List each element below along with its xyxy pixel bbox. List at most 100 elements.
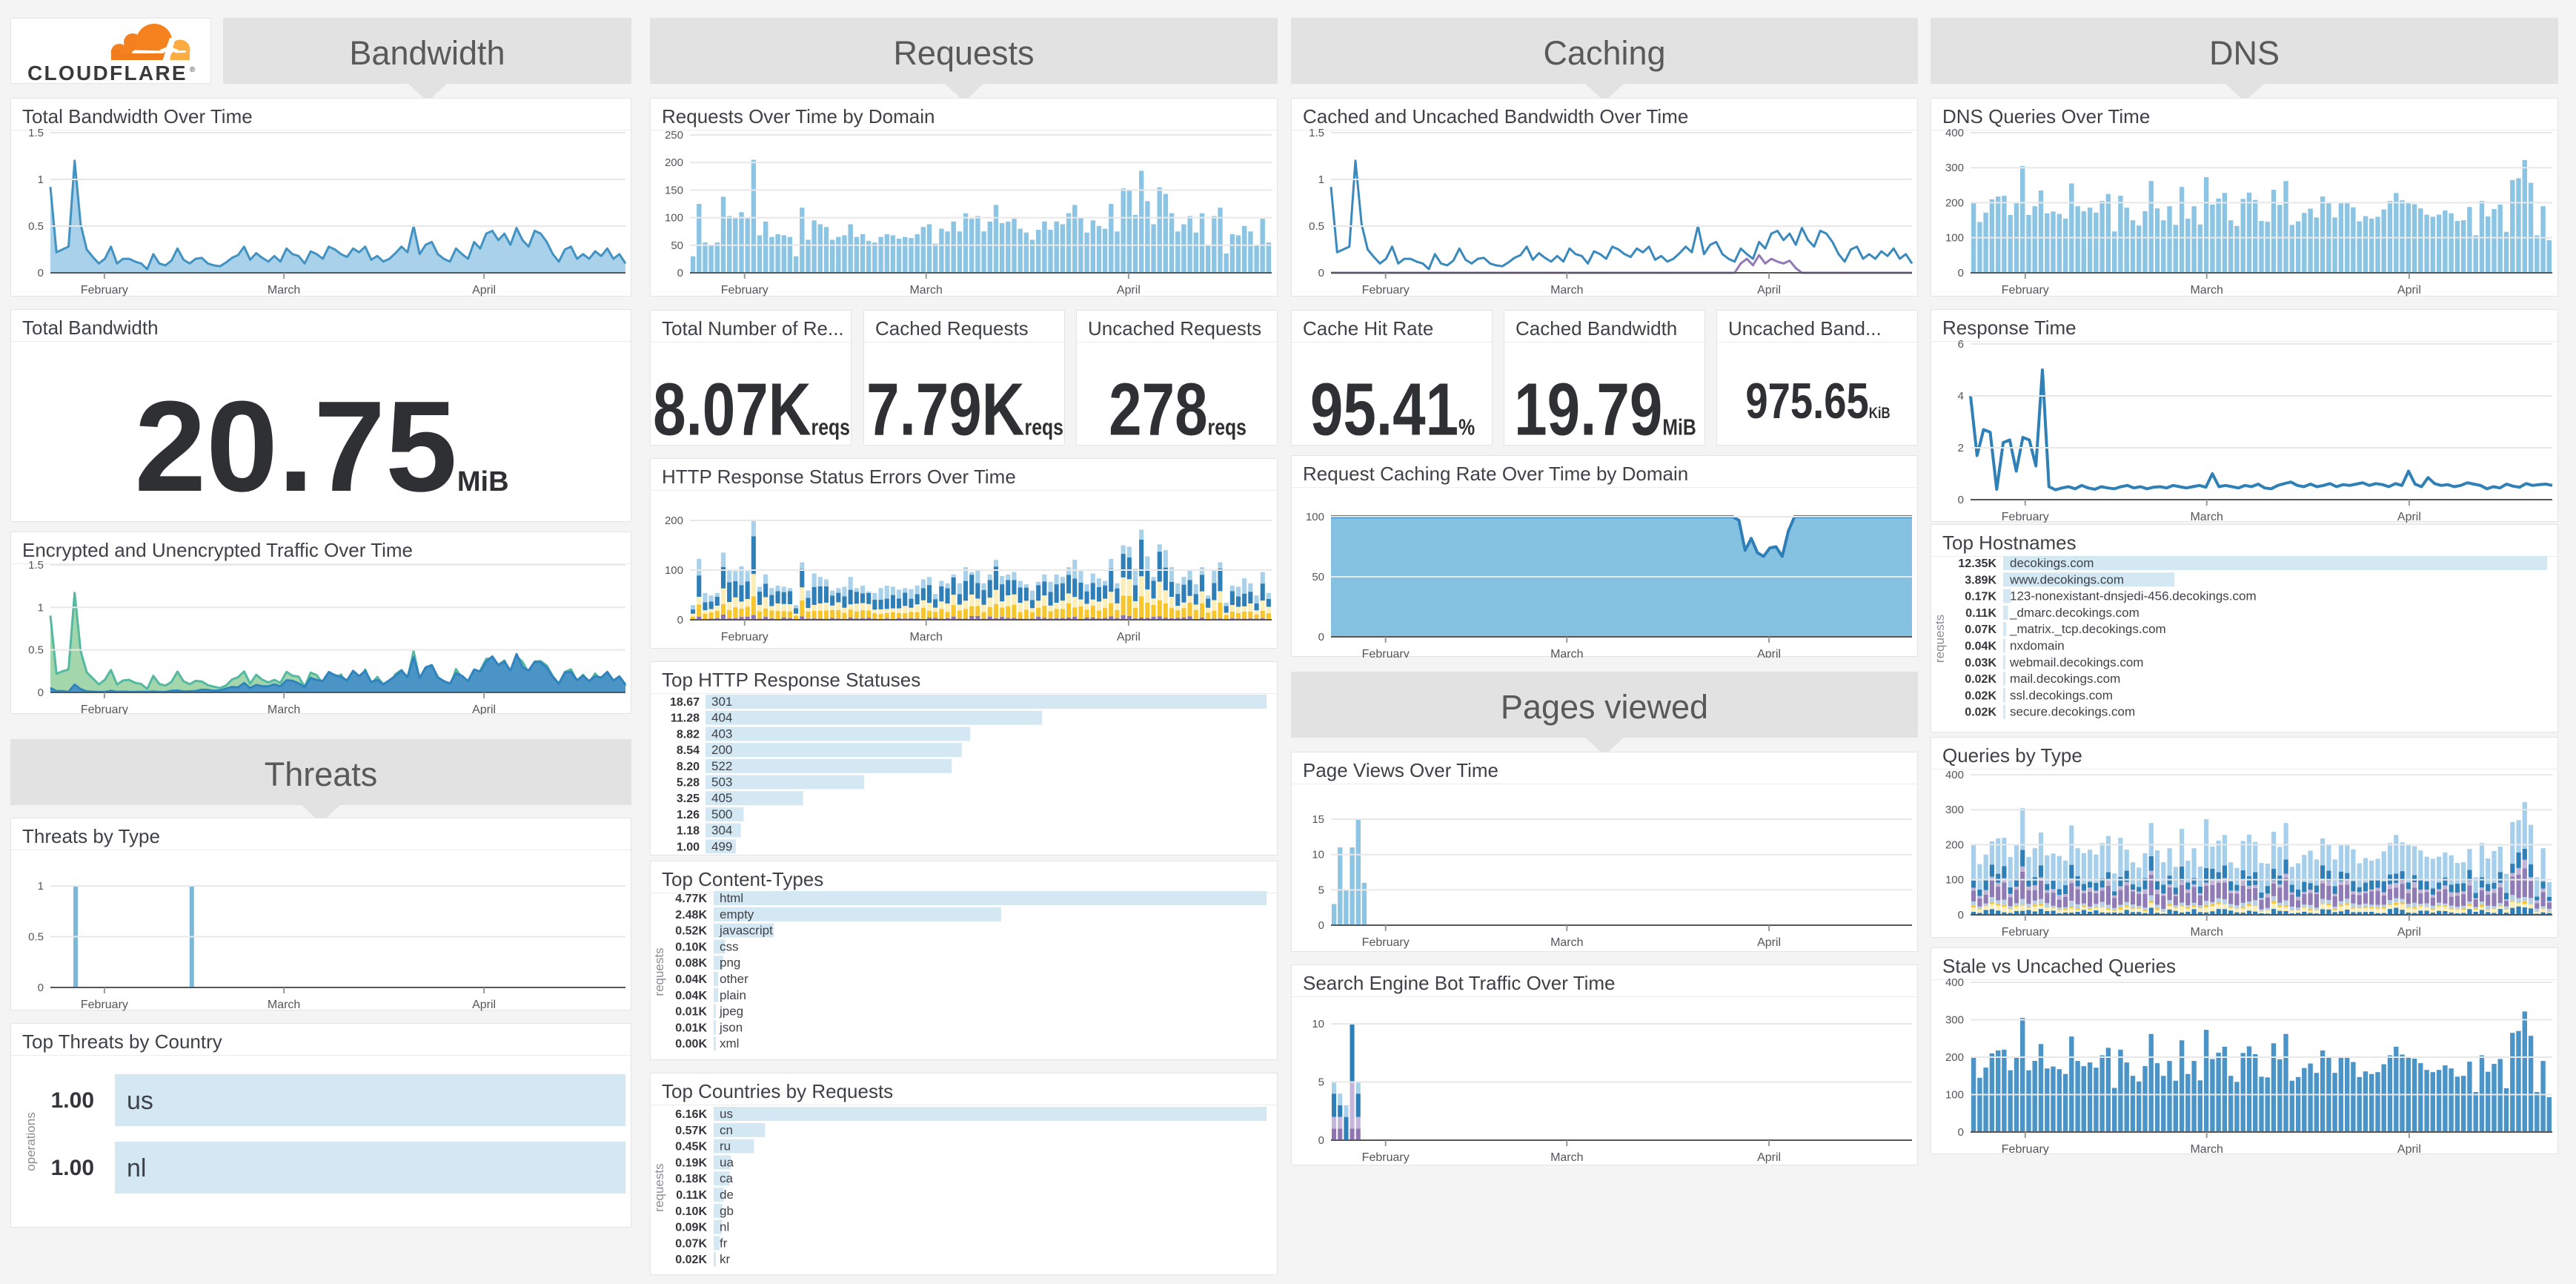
- svg-text:de: de: [720, 1188, 734, 1202]
- svg-text:0.11K: 0.11K: [676, 1189, 707, 1202]
- svg-text:8.54: 8.54: [677, 744, 700, 757]
- svg-text:1.5: 1.5: [28, 127, 44, 139]
- svg-text:0: 0: [38, 267, 44, 279]
- svg-text:1.18: 1.18: [677, 825, 700, 838]
- svg-text:0.19K: 0.19K: [675, 1156, 707, 1169]
- svg-text:March: March: [909, 284, 942, 297]
- svg-text:April: April: [2397, 926, 2421, 939]
- svg-text:css: css: [720, 939, 739, 953]
- svg-text:300: 300: [1945, 804, 1964, 816]
- svg-text:April: April: [472, 999, 496, 1011]
- svg-text:other: other: [720, 972, 748, 986]
- svg-text:April: April: [2397, 1143, 2421, 1155]
- svg-text:0.5: 0.5: [28, 931, 44, 944]
- svg-text:ssl.decokings.com: ssl.decokings.com: [2010, 688, 2113, 702]
- svg-text:400: 400: [1945, 976, 1964, 989]
- svg-text:0.18K: 0.18K: [675, 1173, 707, 1185]
- svg-text:0: 0: [1318, 1134, 1324, 1147]
- svg-text:404: 404: [711, 711, 732, 725]
- svg-text:18.67: 18.67: [670, 696, 700, 709]
- svg-text:19.79MiB: 19.79MiB: [1514, 368, 1696, 446]
- svg-text:April: April: [2397, 284, 2421, 297]
- svg-text:5: 5: [1318, 884, 1324, 896]
- svg-text:1.00: 1.00: [51, 1088, 94, 1113]
- svg-text:nxdomain: nxdomain: [2010, 639, 2065, 653]
- svg-text:0.11K: 0.11K: [1965, 607, 1996, 620]
- svg-text:April: April: [1117, 284, 1141, 297]
- svg-text:fr: fr: [720, 1236, 728, 1250]
- svg-text:200: 200: [711, 743, 732, 757]
- svg-text:8.20: 8.20: [677, 761, 700, 773]
- svg-text:3.25: 3.25: [677, 792, 700, 805]
- svg-text:0.02K: 0.02K: [1965, 706, 1996, 719]
- svg-text:0.07K: 0.07K: [1965, 623, 1996, 636]
- svg-text:4: 4: [1958, 390, 1964, 403]
- svg-text:February: February: [81, 284, 128, 297]
- svg-text:February: February: [1362, 936, 1410, 949]
- svg-text:March: March: [1550, 648, 1583, 658]
- svg-text:javascript: javascript: [719, 924, 773, 938]
- svg-text:February: February: [1362, 648, 1410, 658]
- svg-text:200: 200: [665, 156, 683, 169]
- svg-text:jpeg: jpeg: [719, 1005, 743, 1019]
- svg-text:0.04K: 0.04K: [675, 973, 707, 986]
- svg-text:100: 100: [1945, 1089, 1964, 1102]
- svg-text:April: April: [2397, 511, 2421, 523]
- svg-text:0.03K: 0.03K: [1965, 657, 1996, 669]
- svg-text:200: 200: [1945, 196, 1964, 209]
- svg-text:0.02K: 0.02K: [1965, 689, 1996, 702]
- svg-text:4.77K: 4.77K: [675, 893, 707, 905]
- svg-text:nl: nl: [127, 1154, 146, 1182]
- svg-text:5.28: 5.28: [677, 777, 700, 790]
- svg-text:1.00: 1.00: [677, 841, 700, 853]
- svg-text:April: April: [472, 284, 496, 297]
- svg-text:1: 1: [1318, 173, 1324, 186]
- svg-text:0: 0: [1958, 494, 1964, 506]
- svg-text:March: March: [268, 284, 300, 297]
- svg-text:15: 15: [1312, 813, 1324, 826]
- svg-text:0.02K: 0.02K: [1965, 673, 1996, 686]
- svg-text:100: 100: [1306, 511, 1324, 523]
- svg-text:403: 403: [711, 727, 732, 741]
- svg-text:10: 10: [1312, 849, 1324, 861]
- svg-text:200: 200: [1945, 838, 1964, 851]
- svg-text:500: 500: [711, 807, 732, 821]
- svg-text:February: February: [2002, 1143, 2049, 1155]
- svg-text:400: 400: [1945, 769, 1964, 781]
- svg-text:CLOUDFLARE: CLOUDFLARE: [27, 62, 187, 85]
- svg-text:300: 300: [1945, 162, 1964, 174]
- svg-text:278reqs: 278reqs: [1109, 368, 1246, 446]
- svg-text:0.04K: 0.04K: [675, 990, 707, 1002]
- svg-text:0: 0: [1318, 631, 1324, 643]
- svg-text:50: 50: [1312, 571, 1324, 583]
- svg-text:304: 304: [711, 824, 732, 838]
- svg-text:0: 0: [38, 982, 44, 994]
- svg-text:1.00: 1.00: [51, 1156, 94, 1180]
- svg-text:March: March: [1550, 1151, 1583, 1164]
- svg-text:0.5: 0.5: [1309, 220, 1324, 233]
- svg-text:json: json: [719, 1020, 743, 1034]
- svg-text:March: March: [268, 704, 300, 715]
- svg-text:ru: ru: [720, 1139, 731, 1154]
- svg-text:2: 2: [1958, 442, 1964, 454]
- svg-text:operations: operations: [24, 1112, 38, 1171]
- svg-text:20.75MiB: 20.75MiB: [134, 374, 508, 518]
- svg-text:us: us: [127, 1087, 153, 1115]
- svg-text:February: February: [2002, 926, 2049, 939]
- svg-text:50: 50: [671, 239, 683, 252]
- svg-text:us: us: [720, 1107, 733, 1121]
- svg-text:400: 400: [1945, 127, 1964, 139]
- svg-text:empty: empty: [720, 907, 754, 921]
- svg-text:11.28: 11.28: [671, 712, 700, 725]
- svg-text:_dmarc.decokings.com: _dmarc.decokings.com: [2009, 606, 2140, 620]
- svg-text:0.5: 0.5: [28, 644, 44, 657]
- svg-text:0: 0: [677, 267, 683, 279]
- svg-text:1: 1: [38, 173, 44, 186]
- svg-text:0: 0: [38, 686, 44, 699]
- svg-text:requests: requests: [652, 1163, 666, 1211]
- svg-text:April: April: [1757, 1151, 1781, 1164]
- svg-text:3.89K: 3.89K: [1965, 574, 1996, 586]
- svg-text:10: 10: [1312, 1018, 1324, 1030]
- svg-text:6.16K: 6.16K: [675, 1108, 707, 1121]
- svg-text:February: February: [81, 999, 128, 1011]
